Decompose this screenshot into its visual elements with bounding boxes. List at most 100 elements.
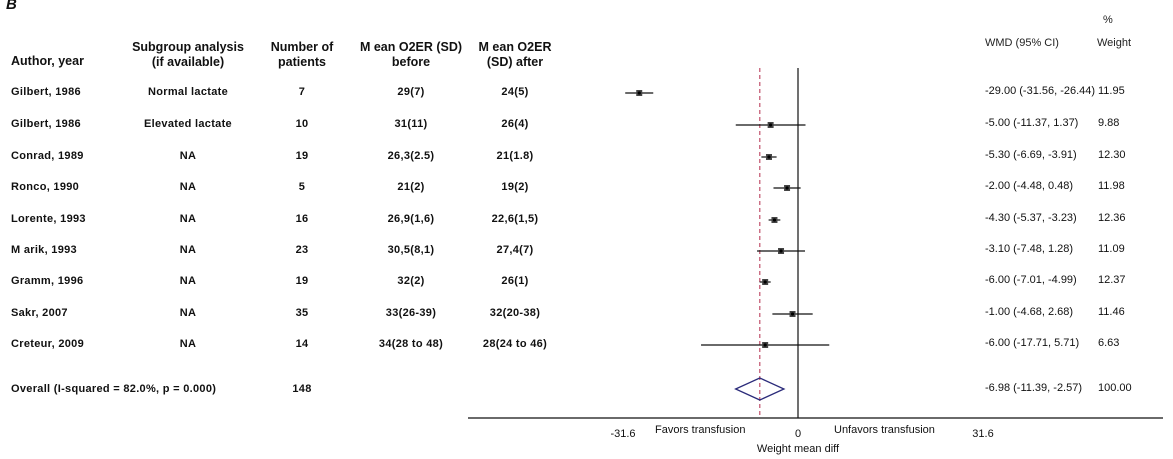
row-author: Gilbert, 1986 xyxy=(11,86,81,98)
x-tick-label: -31.6 xyxy=(610,428,635,440)
row-subgroup: Elevated lactate xyxy=(144,118,232,130)
header-after-line2: (SD) after xyxy=(486,55,544,69)
row-subgroup: NA xyxy=(179,244,197,256)
header-after-line1: M ean O2ER xyxy=(478,40,552,54)
row-patients: 16 xyxy=(295,213,309,225)
row-subgroup: NA xyxy=(179,213,197,225)
row-author: Gramm, 1996 xyxy=(11,275,84,287)
row-subgroup: NA xyxy=(179,275,197,287)
row-patients: 14 xyxy=(295,338,309,350)
row-wmd: -5.00 (-11.37, 1.37) xyxy=(985,117,1079,129)
row-weight: 11.09 xyxy=(1098,243,1125,255)
row-weight: 12.30 xyxy=(1098,149,1126,161)
header-patients-line1: Number of xyxy=(270,40,334,54)
header-before-line2: before xyxy=(391,55,431,69)
row-author: M arik, 1993 xyxy=(11,244,77,256)
header-subgroup-line1: Subgroup analysis xyxy=(132,40,244,54)
unfavors-caption: Unfavors transfusion xyxy=(834,424,935,436)
row-before: 31(11) xyxy=(394,118,428,130)
estimate-point xyxy=(763,343,767,347)
row-weight: 12.36 xyxy=(1098,212,1126,224)
estimate-point xyxy=(763,280,767,284)
row-wmd: -2.00 (-4.48, 0.48) xyxy=(985,180,1074,192)
row-after: 26(4) xyxy=(501,118,529,130)
row-weight: 11.95 xyxy=(1098,85,1125,97)
row-patients: 5 xyxy=(298,181,306,193)
header-subgroup: Subgroup analysis (if available) xyxy=(132,40,244,70)
estimate-point xyxy=(767,155,771,159)
header-author: Author, year xyxy=(11,54,84,68)
header-subgroup-line2: (if available) xyxy=(151,55,225,69)
row-author: Gilbert, 1986 xyxy=(11,118,81,130)
row-after: 24(5) xyxy=(501,86,529,98)
estimate-point xyxy=(785,186,789,190)
row-wmd: -6.00 (-17.71, 5.71) xyxy=(985,337,1080,349)
row-after: 28(24 to 46) xyxy=(482,338,548,350)
header-before: M ean O2ER (SD) before xyxy=(360,40,462,70)
row-before: 30,5(8,1) xyxy=(387,244,435,256)
x-tick-label: 0 xyxy=(795,428,801,440)
row-after: 32(20-38) xyxy=(489,307,541,319)
row-subgroup: NA xyxy=(179,307,197,319)
row-patients: 10 xyxy=(295,118,309,130)
row-patients: 23 xyxy=(295,244,309,256)
row-wmd: -5.30 (-6.69, -3.91) xyxy=(985,149,1077,161)
row-before: 26,3(2.5) xyxy=(387,150,435,162)
row-subgroup: NA xyxy=(179,150,197,162)
row-patients: 19 xyxy=(295,150,309,162)
row-before: 34(28 to 48) xyxy=(378,338,444,350)
favors-caption: Favors transfusion xyxy=(655,424,745,436)
header-weight-pct: % xyxy=(1103,14,1113,26)
row-wmd: -4.30 (-5.37, -3.23) xyxy=(985,212,1077,224)
row-weight: 12.37 xyxy=(1098,274,1126,286)
row-after: 22,6(1,5) xyxy=(491,213,539,225)
row-wmd: -6.00 (-7.01, -4.99) xyxy=(985,274,1077,286)
row-subgroup: NA xyxy=(179,338,197,350)
row-weight: 11.98 xyxy=(1098,180,1125,192)
row-after: 19(2) xyxy=(501,181,529,193)
row-before: 29(7) xyxy=(397,86,425,98)
row-before: 26,9(1,6) xyxy=(387,213,435,225)
row-author: Sakr, 2007 xyxy=(11,307,68,319)
overall-diamond xyxy=(734,377,786,401)
panel-label: B xyxy=(6,0,17,13)
overall-wmd: -6.98 (-11.39, -2.57) xyxy=(985,382,1083,394)
row-wmd: -1.00 (-4.68, 2.68) xyxy=(985,306,1074,318)
estimate-point xyxy=(772,218,777,222)
header-patients-line2: patients xyxy=(278,55,326,69)
row-patients: 7 xyxy=(298,86,306,98)
estimate-point xyxy=(769,123,773,127)
row-author: Ronco, 1990 xyxy=(11,181,80,193)
row-subgroup: Normal lactate xyxy=(147,86,229,98)
row-patients: 35 xyxy=(295,307,309,319)
x-tick-label: 31.6 xyxy=(972,428,993,440)
row-weight: 11.46 xyxy=(1098,306,1125,318)
row-patients: 19 xyxy=(295,275,309,287)
header-weight: Weight xyxy=(1097,37,1132,49)
overall-n: 148 xyxy=(292,383,312,395)
row-subgroup: NA xyxy=(179,181,197,193)
overall-label: Overall (I-squared = 82.0%, p = 0.000) xyxy=(11,383,217,395)
row-after: 26(1) xyxy=(501,275,529,287)
row-weight: 6.63 xyxy=(1098,337,1120,349)
row-wmd: -3.10 (-7.48, 1.28) xyxy=(985,243,1074,255)
header-patients: Number of patients xyxy=(271,40,334,70)
row-weight: 9.88 xyxy=(1098,117,1120,129)
estimate-point xyxy=(779,249,783,253)
row-after: 27,4(7) xyxy=(496,244,534,256)
row-before: 21(2) xyxy=(397,181,425,193)
row-before: 32(2) xyxy=(397,275,425,287)
row-wmd: -29.00 (-31.56, -26.44) xyxy=(985,85,1096,97)
header-wmd: WMD (95% CI) xyxy=(985,37,1059,49)
estimate-point xyxy=(637,91,641,95)
row-author: Lorente, 1993 xyxy=(11,213,86,225)
estimate-point xyxy=(790,312,795,316)
overall-weight: 100.00 xyxy=(1098,382,1132,394)
x-axis-title: Weight mean diff xyxy=(757,443,840,455)
header-after: M ean O2ER (SD) after xyxy=(479,40,552,70)
row-before: 33(26-39) xyxy=(385,307,437,319)
header-before-line1: M ean O2ER (SD) xyxy=(359,40,463,54)
row-after: 21(1.8) xyxy=(496,150,534,162)
row-author: Creteur, 2009 xyxy=(11,338,84,350)
